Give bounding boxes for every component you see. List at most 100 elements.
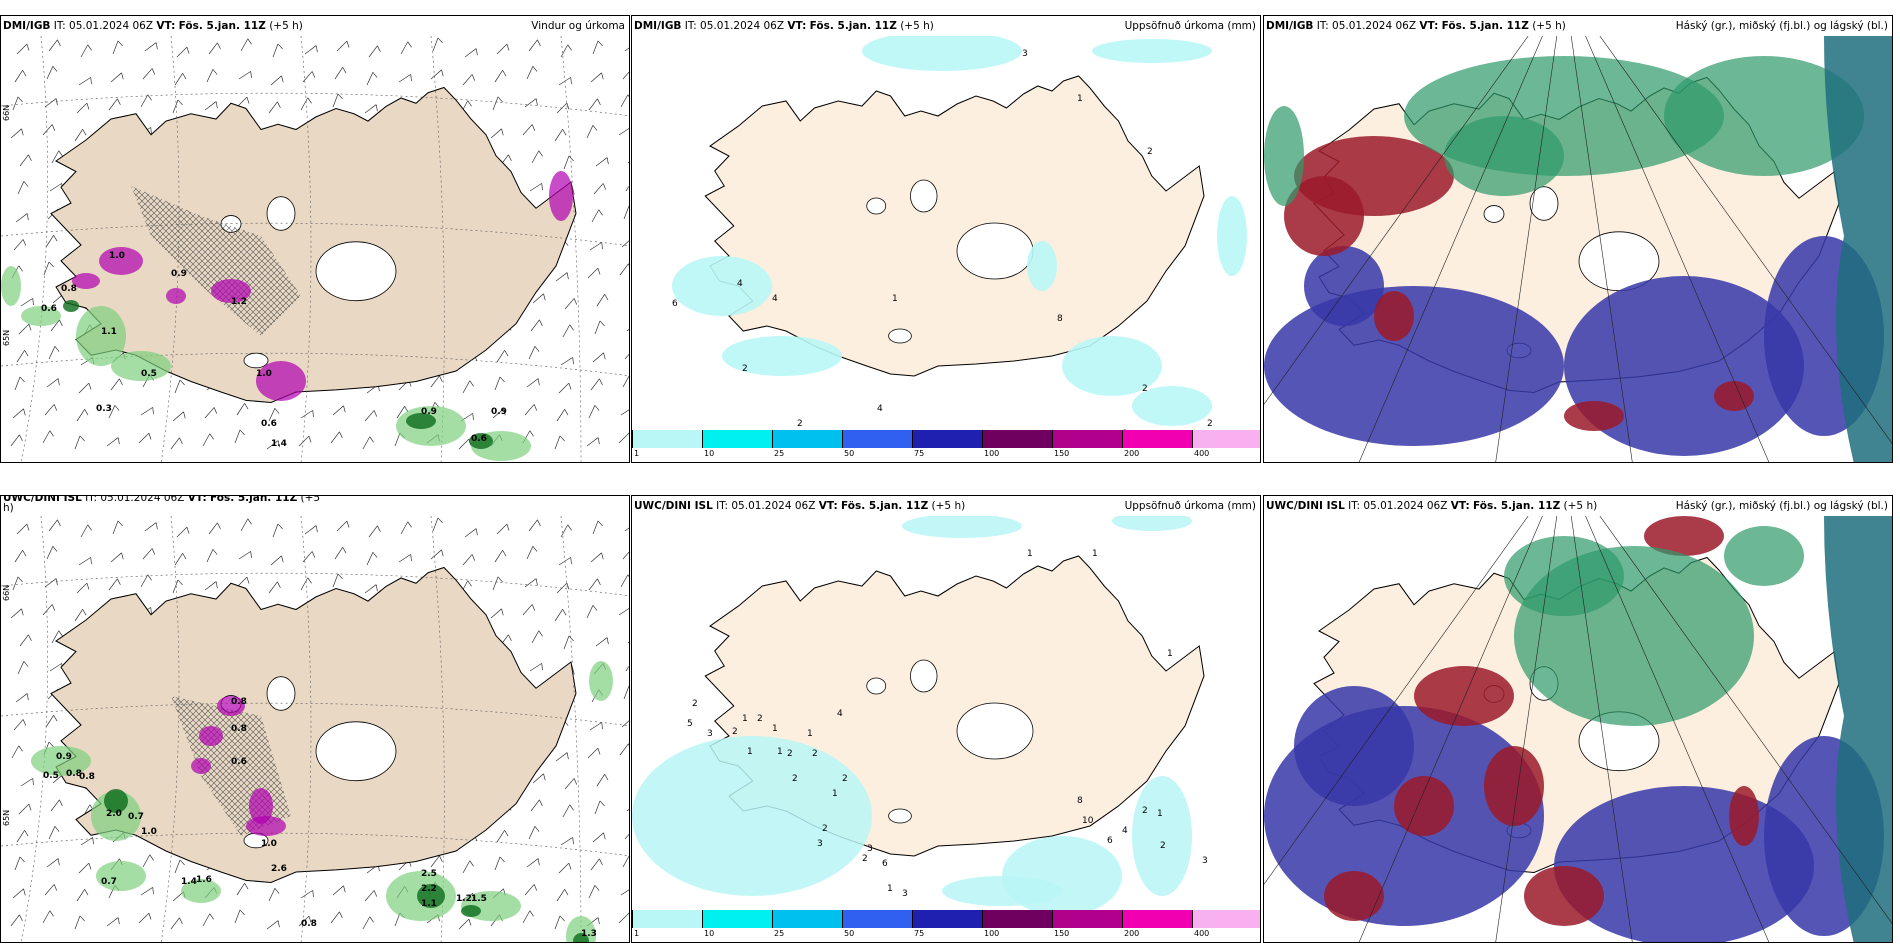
precip-value-label: 0.7 [128,812,144,822]
model-name: UWC/DINI ISL [634,500,713,512]
wind-barb [524,578,538,588]
wind-barb [176,46,190,58]
lead-time: (+5 h) [1563,500,1598,512]
rain-precip-area [181,879,221,903]
wind-barb [490,128,504,139]
wind-barb [206,69,218,83]
grid-line [1570,516,1633,942]
wind-barb [302,551,316,563]
vt-label: VT: [1419,20,1439,32]
wind-barb [554,609,567,622]
glacier-hofsjokull [866,677,887,695]
precip-value-label: 1 [742,714,748,724]
snow-precip-area [166,288,186,304]
wind-barb [622,548,629,560]
wind-barb [14,550,27,563]
wind-barb [106,437,120,447]
wind-barb [531,630,543,644]
wind-barb [625,179,629,192]
precip-value-label: 1.4 [181,877,197,887]
wind-barb [204,581,218,591]
precip-value-label: 2 [692,699,698,709]
wind-barb [80,44,92,58]
panel-title: Uppsöfnuð úrkoma (mm) [1124,20,1256,32]
wind-barb [556,582,570,594]
rain-precip-area [31,746,91,776]
wind-barb [45,235,58,248]
wind-barb [51,150,63,164]
colorbar-swatch [912,430,982,448]
wind-barb [622,68,629,80]
colorbar-swatch [702,910,772,928]
wind-barb [236,96,250,108]
wind-barb [206,549,218,563]
precip-value-label: 2 [812,749,818,759]
glacier-hofsjokull [1483,205,1505,223]
wind-barb [46,546,58,560]
precip-value-label: 1.1 [421,899,437,909]
colorbar-swatch [842,430,912,448]
map-canvas: 0.5 0.80.80.92.0 0.71.00.7 1.4 1.61.02.6 2.52… [1,516,629,942]
colorbar-swatch [772,910,842,928]
grid-line [1264,36,1529,405]
colorbar-tick-label: 200 [1124,929,1140,938]
rain-precip-area [96,861,146,891]
wind-barb [334,67,347,80]
colorbar-swatch [1192,430,1260,448]
wind-barb [587,267,601,279]
wind-barb [591,209,603,223]
precip-value-label: 1 [832,789,838,799]
glacier-langjokull [910,659,938,693]
precip-value-label: 1.5 [471,894,487,904]
glacier-myrdalsjokull [243,352,269,369]
wind-barb [532,773,546,784]
rain-precip-area [1,266,21,306]
wind-barb [623,205,629,220]
precip-value-label: 1 [1077,94,1083,104]
wind-barb [586,605,598,619]
mid-cloud-area [1414,666,1514,726]
wind-barb [174,553,187,566]
precip-value-label: 2 [1147,147,1153,157]
wind-barb [595,637,609,647]
wind-barb [400,41,412,55]
wind-barb [587,747,601,759]
wind-barb [266,920,280,930]
grid-line [1358,516,1543,942]
map-canvas: 31246421248292 [672,36,1247,436]
wind-barb [266,440,280,450]
wind-barb [236,883,249,896]
precip-value-label: 2 [1160,841,1166,851]
wind-barb [172,579,183,594]
wind-barb [17,661,29,675]
precip-shade-area [632,736,872,896]
wind-barb [138,912,152,924]
wind-barb [140,574,152,588]
wind-barb [42,604,56,616]
it-label: IT: [53,20,66,32]
grid-meridian [160,516,180,942]
wind-barb [496,350,509,363]
wind-barb [238,551,252,560]
precip-value-label: 0.6 [231,757,247,767]
panel-header: UWC/DINI ISL IT: 05.01.2024 06Z VT: Fös.… [632,496,1260,516]
wind-barb [236,576,250,588]
precip-value-label: 3 [707,729,713,739]
wind-barb [204,407,218,419]
colorbar-tick-label: 1 [634,929,640,938]
wind-barb [20,298,34,307]
wind-barb [50,319,63,332]
vt-label: VT: [1450,500,1470,512]
wind-barb [594,320,605,335]
wind-barb [12,96,23,111]
wind-barb [108,578,121,591]
wind-barb [14,70,27,83]
snow-precip-area [211,279,251,303]
precip-value-label: 1.4 [271,439,287,449]
wind-barb [42,124,56,136]
panel-title: Vindur og úrkoma [531,20,625,32]
wind-barb [586,437,600,447]
wind-barb [592,520,603,535]
wind-barb [330,911,343,924]
wind-barb [619,743,629,756]
